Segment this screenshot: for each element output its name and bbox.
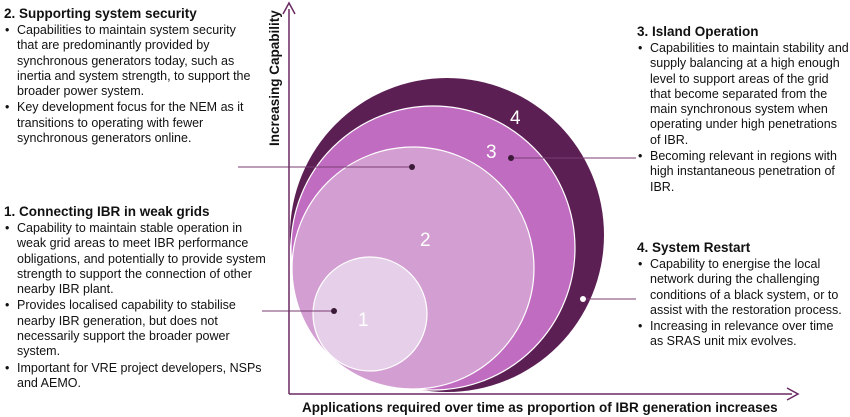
panel-supporting-system-security: 2. Supporting system security Capabiliti… (4, 6, 256, 147)
ibr-bullets: Capability to maintain stable operation … (4, 221, 266, 391)
y-axis-label: Increasing Capability (267, 10, 282, 146)
island-bullet-2: Becoming relevant in regions with high i… (637, 149, 849, 195)
circle-number-3: 3 (486, 142, 497, 163)
restart-bullet-2: Increasing in relevance over time as SRA… (637, 319, 849, 350)
island-bullets: Capabilities to maintain stability and s… (637, 41, 849, 195)
ibr-bullet-1: Capability to maintain stable operation … (4, 221, 266, 297)
leader-dot-ibr (331, 308, 337, 314)
leader-dot-restart (580, 296, 586, 302)
security-bullet-1: Capabilities to maintain system security… (4, 23, 256, 99)
restart-bullet-1: Capability to energise the local network… (637, 257, 849, 318)
ibr-bullet-2: Provides localised capability to stabili… (4, 298, 266, 359)
circle-1-weak-grids (312, 256, 428, 372)
panel-title-island: 3. Island Operation (637, 24, 759, 39)
security-bullets: Capabilities to maintain system security… (4, 23, 256, 146)
panel-title-ibr: 1. Connecting IBR in weak grids (4, 204, 210, 219)
leader-dot-island (508, 155, 514, 161)
y-axis-arrowhead (282, 1, 296, 15)
circle-number-4: 4 (510, 108, 521, 129)
security-bullet-2: Key development focus for the NEM as it … (4, 100, 256, 146)
circle-number-2: 2 (420, 230, 431, 251)
circle-number-1: 1 (358, 310, 369, 331)
x-axis-arrowhead (786, 387, 800, 401)
island-bullet-1: Capabilities to maintain stability and s… (637, 41, 849, 148)
panel-island-operation: 3. Island Operation Capabilities to main… (637, 24, 849, 196)
panel-system-restart: 4. System Restart Capability to energise… (637, 240, 849, 351)
panel-connecting-ibr-weak-grids: 1. Connecting IBR in weak grids Capabili… (4, 204, 266, 392)
panel-title-security: 2. Supporting system security (4, 6, 197, 21)
ibr-bullet-3: Important for VRE project developers, NS… (4, 361, 266, 392)
leader-dot-security (409, 164, 415, 170)
restart-bullets: Capability to energise the local network… (637, 257, 849, 350)
x-axis-label: Applications required over time as propo… (302, 400, 778, 415)
panel-title-restart: 4. System Restart (637, 240, 751, 255)
